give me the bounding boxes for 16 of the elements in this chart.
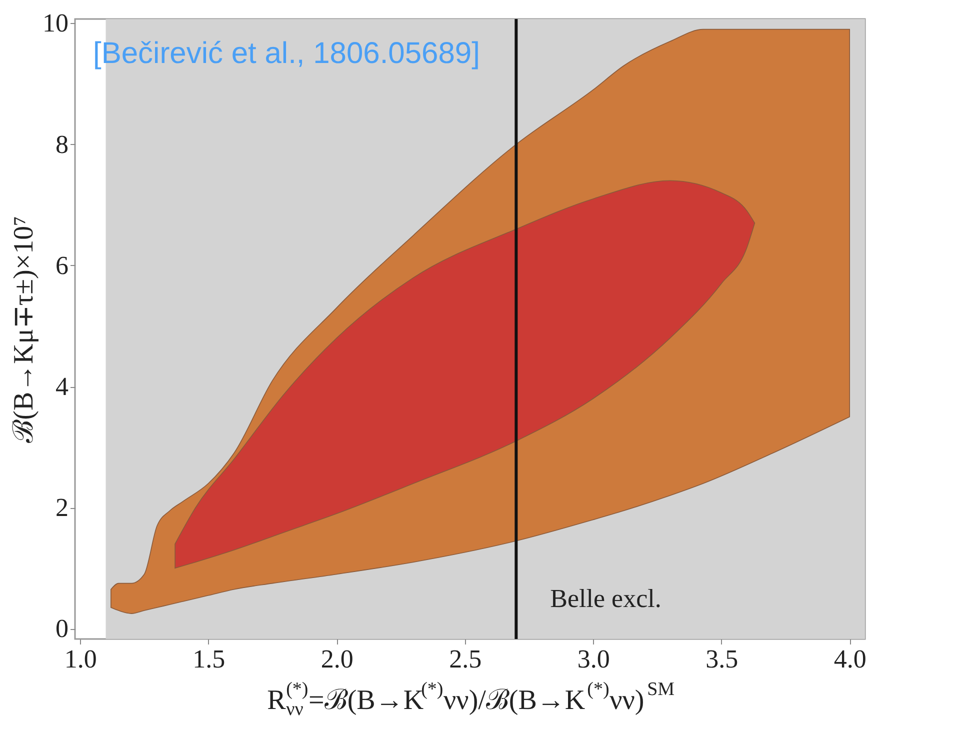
y-tick-label: 4 <box>56 372 68 402</box>
y-tick-label: 10 <box>42 8 68 38</box>
x-tick-label: 4.0 <box>834 644 866 674</box>
y-tick-label: 2 <box>56 493 68 522</box>
x-tick-label: 2.5 <box>449 644 482 674</box>
y-axis-title: ℬ(B→Kμ∓τ±)×10⁷ <box>8 216 40 443</box>
x-tick-label: 1.0 <box>64 644 97 674</box>
x-tick-label: 3.5 <box>706 644 738 674</box>
y-tick-label: 6 <box>56 250 68 280</box>
y-tick-label: 0 <box>56 614 68 644</box>
x-tick-label: 2.0 <box>320 644 354 674</box>
annotation: [Bečirević et al., 1806.05689] <box>93 37 480 70</box>
y-tick-label: 8 <box>56 130 68 159</box>
x-tick-label: 1.5 <box>192 644 226 674</box>
ref-line-label: Belle excl. <box>550 584 662 613</box>
x-tick-label: 3.0 <box>577 644 610 674</box>
